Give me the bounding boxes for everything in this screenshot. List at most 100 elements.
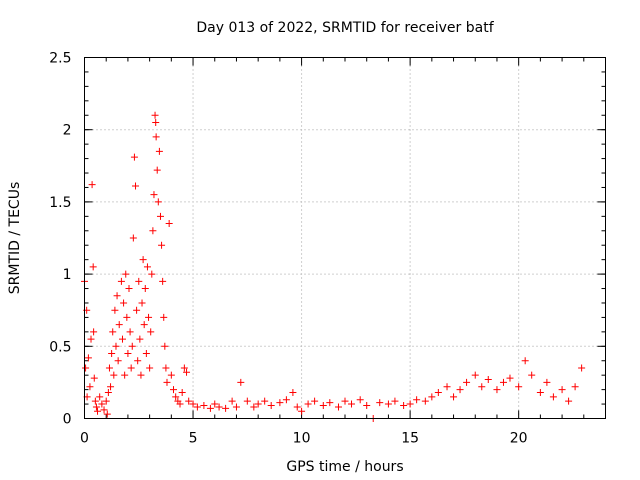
data-point [261,397,269,405]
data-point [356,396,364,404]
data-point [117,277,125,285]
x-tick-label: 0 [80,431,89,447]
data-point [139,256,147,264]
y-tick-label: 0.5 [49,339,71,355]
grid [84,57,606,419]
data-point [88,181,96,189]
data-point [222,404,230,412]
x-tick-label: 20 [510,431,528,447]
data-point [129,234,137,242]
data-point [228,397,236,405]
data-point [96,393,104,401]
y-tick-label: 1 [63,267,72,283]
data-point [391,397,399,405]
data-point [215,403,223,411]
data-point [211,400,219,408]
data-point [146,364,154,372]
y-axis-label: SRMTID / TECUs [7,182,23,295]
data-point [289,389,297,397]
plot-frame [84,57,606,419]
data-point [443,383,451,391]
data-point [165,220,173,228]
data-point [112,342,120,350]
data-point [450,393,458,401]
data-point [102,397,110,405]
data-point [543,378,551,386]
y-tick-label: 0 [63,412,72,428]
data-point [132,182,140,190]
data-point [118,335,126,343]
data-point [521,357,529,365]
data-point [428,393,436,401]
data-point [376,399,384,407]
data-point [183,368,191,376]
data-point [232,403,240,411]
data-point [276,399,284,407]
data-point [456,386,464,394]
data-point [127,364,135,372]
data-point [515,383,523,391]
data-point [126,328,134,336]
data-point [578,364,586,372]
data-point [91,397,99,405]
y-tick-label: 2.5 [49,51,71,67]
data-point [124,350,132,358]
data-point [156,212,164,220]
data-point [178,389,186,397]
data-point [558,386,566,394]
data-point [493,386,501,394]
x-axis-label: GPS time / hours [286,459,403,475]
data-point [136,335,144,343]
data-points [81,111,586,422]
data-point [549,393,557,401]
data-point [167,371,175,379]
data-point [125,285,133,293]
data-point [109,328,117,336]
data-point [111,306,119,314]
data-point [90,328,98,336]
data-point [87,335,95,343]
data-point [528,371,536,379]
data-point [384,400,392,408]
data-point [180,364,188,372]
data-point [120,299,128,307]
x-tick-label: 15 [401,431,419,447]
data-point [363,402,371,410]
data-point [565,397,573,405]
data-point [463,378,471,386]
data-point [113,292,121,300]
data-point [176,400,184,408]
data-point [105,364,113,372]
data-point [172,393,180,401]
data-point [82,364,90,372]
data-point [162,364,170,372]
data-point [185,397,193,405]
data-point [341,397,349,405]
data-point [108,350,116,358]
data-point [326,399,334,407]
data-point [89,263,97,271]
data-point [145,313,153,321]
data-point [128,342,136,350]
data-point [130,153,138,161]
data-point [478,383,486,391]
data-point [161,342,169,350]
data-point [143,263,151,271]
data-point [133,306,141,314]
data-point [154,198,162,206]
data-point [170,386,178,394]
axis-ticks: 0 0.5 1 1.5 2 2.5 0 5 10 15 20 [49,51,606,447]
data-point [421,397,429,405]
data-point [150,191,158,199]
data-point [243,397,251,405]
data-point [163,378,171,386]
data-point [104,389,112,397]
data-point [152,133,160,141]
data-point [138,299,146,307]
data-point [304,400,312,408]
data-point [137,371,145,379]
data-point [400,402,408,410]
data-point [160,313,168,321]
y-tick-label: 2 [63,123,72,139]
data-point [159,277,167,285]
